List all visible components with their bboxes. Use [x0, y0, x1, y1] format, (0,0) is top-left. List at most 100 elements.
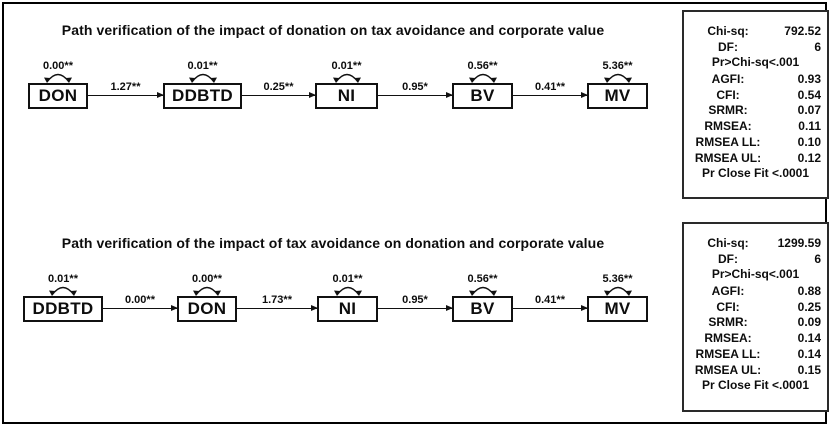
- stat-label: RMSEA UL:: [694, 151, 762, 166]
- node-label: NI: [338, 299, 357, 318]
- stat-value: 0.09: [797, 315, 821, 330]
- node-label: NI: [337, 86, 356, 105]
- fit-statistics-box-2: Chi-sq: 1299.59 DF: 6 Pr>Chi-sq<.001 AGFI:…: [682, 222, 829, 412]
- node-ni: 0.01** NI: [315, 60, 378, 109]
- stat-row-agfi: AGFI: 0.88: [690, 283, 821, 299]
- stat-label: AGFI:: [711, 283, 745, 298]
- node-box-don: DON: [177, 296, 237, 322]
- node-box-ddbtd: DDBTD: [163, 83, 242, 109]
- self-loop-coefficient: 5.36**: [602, 273, 633, 285]
- node-box-ni: NI: [315, 83, 378, 109]
- stat-row-cfi: CFI: 0.25: [690, 299, 821, 315]
- stat-value: 0.11: [798, 119, 821, 134]
- stat-label: RMSEA:: [704, 331, 752, 346]
- path-diagram-tax-avoidance-first: Path verification of the impact of tax a…: [0, 213, 680, 426]
- path-coefficient: 1.27**: [110, 81, 141, 93]
- self-loop-arrow-icon: [603, 286, 632, 296]
- stat-row-df: DF: 6: [690, 39, 821, 55]
- path-arrow-ni-bv: 0.95*: [378, 81, 453, 98]
- stat-label: DF:: [718, 39, 738, 54]
- stat-value: 0.12: [797, 151, 821, 166]
- node-label: MV: [604, 86, 631, 105]
- path-arrow-ddbtd-ni: 0.25**: [242, 81, 316, 98]
- arrowhead-icon: [581, 91, 588, 98]
- self-loop-coefficient: 5.36**: [602, 60, 633, 72]
- stat-row-srmr: SRMR: 0.07: [690, 102, 821, 118]
- node-label: BV: [470, 299, 495, 318]
- diagram-title: Path verification of the impact of tax a…: [61, 235, 605, 251]
- self-loop-coefficient: 0.01**: [331, 60, 362, 72]
- arrowhead-icon: [171, 304, 178, 311]
- stat-value: 0.93: [797, 71, 821, 86]
- node-label: DON: [187, 299, 227, 318]
- path-arrow-ni-bv: 0.95*: [378, 294, 453, 311]
- stat-label: RMSEA UL:: [694, 363, 762, 378]
- node-box-bv: BV: [452, 83, 513, 109]
- node-don: 0.00** DON: [177, 273, 237, 322]
- stat-row-chi-sq: Chi-sq: 792.52: [690, 23, 821, 39]
- stat-value: 6: [814, 251, 821, 266]
- arrowhead-icon: [311, 304, 318, 311]
- path-coefficient: 0.95*: [402, 294, 428, 306]
- fit-statistics-box-1: Chi-sq: 792.52 DF: 6 Pr>Chi-sq<.001 AGFI: 0…: [682, 10, 829, 199]
- stat-value: 0.54: [797, 87, 821, 102]
- self-loop-coefficient: 0.00**: [192, 273, 222, 285]
- stat-row-pr-chi-sq: Pr>Chi-sq<.001: [711, 266, 800, 281]
- self-loop-coefficient: 0.00**: [43, 60, 73, 72]
- path-coefficient: 1.73**: [262, 294, 292, 306]
- stat-value: 1299.59: [777, 235, 821, 250]
- stat-row-cfi: CFI: 0.54: [690, 87, 821, 103]
- stat-row-rmsea: RMSEA: 0.11: [690, 118, 821, 134]
- stat-label: RMSEA LL:: [695, 135, 761, 150]
- stat-row-rmsea: RMSEA: 0.14: [690, 330, 821, 346]
- node-ni: 0.01** NI: [317, 273, 378, 322]
- stat-label: SRMR:: [708, 315, 748, 330]
- path-arrow-bv-mv: 0.41**: [513, 294, 588, 311]
- stat-row-agfi: AGFI: 0.93: [690, 71, 821, 87]
- self-loop-arrow-icon: [333, 286, 362, 296]
- path-arrow-don-ddbtd: 1.27**: [88, 81, 164, 98]
- arrowhead-icon: [446, 91, 453, 98]
- self-loop-arrow-icon: [188, 73, 217, 83]
- stat-value: 0.15: [797, 363, 821, 378]
- arrowhead-icon: [309, 91, 316, 98]
- node-ddbtd: 0.01** DDBTD: [163, 60, 242, 109]
- self-loop-coefficient: 0.01**: [48, 273, 78, 285]
- stat-row-srmr: SRMR: 0.09: [690, 314, 821, 330]
- stat-row-df: DF: 6: [690, 251, 821, 267]
- stat-value: 0.14: [797, 331, 821, 346]
- stat-value: 0.07: [797, 103, 821, 118]
- stat-row-chi-sq: Chi-sq: 1299.59: [690, 235, 821, 251]
- path-coefficient: 0.41**: [535, 81, 565, 93]
- node-box-bv: BV: [452, 296, 513, 322]
- path-coefficient: 0.00**: [125, 294, 155, 306]
- self-loop-arrow-icon: [603, 73, 632, 83]
- stat-label: Chi-sq:: [707, 235, 749, 250]
- self-loop-coefficient: 0.56**: [467, 273, 498, 285]
- node-box-mv: MV: [587, 296, 648, 322]
- stat-value: 0.14: [797, 347, 821, 362]
- self-loop-arrow-icon: [44, 73, 72, 83]
- stat-value: 792.52: [784, 23, 821, 38]
- node-ddbtd: 0.01** DDBTD: [23, 273, 103, 322]
- stat-label: RMSEA:: [704, 119, 752, 134]
- stat-label: SRMR:: [708, 103, 748, 118]
- path-arrow-ddbtd-don: 0.00**: [103, 294, 178, 311]
- path-arrow-bv-mv: 0.41**: [513, 81, 588, 98]
- stat-label: CFI:: [716, 299, 740, 314]
- node-box-mv: MV: [587, 83, 648, 109]
- arrowhead-icon: [157, 91, 164, 98]
- node-box-ddbtd: DDBTD: [23, 296, 103, 322]
- path-coefficient: 0.25**: [263, 81, 294, 93]
- self-loop-arrow-icon: [193, 286, 221, 296]
- stat-row-rmsea-ul: RMSEA UL: 0.15: [690, 362, 821, 378]
- node-mv: 5.36** MV: [587, 273, 648, 322]
- stat-label: CFI:: [716, 87, 740, 102]
- self-loop-coefficient: 0.01**: [187, 60, 218, 72]
- path-diagram-donation-first: Path verification of the impact of donat…: [0, 0, 680, 213]
- stat-value: 0.25: [797, 299, 821, 314]
- stat-row-rmsea-ll: RMSEA LL: 0.10: [690, 134, 821, 150]
- node-label: MV: [604, 299, 631, 318]
- node-box-don: DON: [28, 83, 88, 109]
- self-loop-arrow-icon: [468, 73, 497, 83]
